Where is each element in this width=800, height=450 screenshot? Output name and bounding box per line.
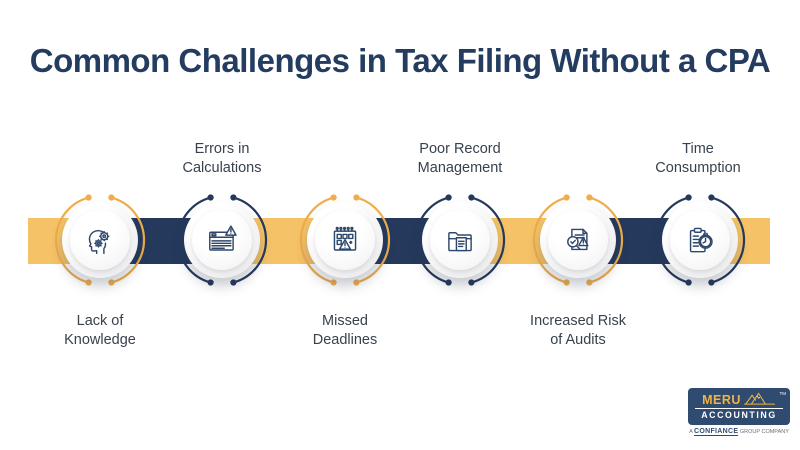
arc-ring (532, 194, 624, 286)
challenge-label-audits: Increased Risk of Audits (530, 313, 626, 349)
logo-box: TM MERU ACCOUNTING (688, 388, 790, 425)
challenge-label-records: Poor Record Management (417, 140, 503, 176)
challenge-node-records (414, 194, 506, 286)
logo-tagline: A CONFIANCE GROUP COMPANY (689, 428, 789, 436)
challenge-label-knowledge: Lack of Knowledge (64, 313, 136, 349)
challenge-label-time: Time Consumption (655, 140, 741, 176)
challenge-node-deadlines (299, 194, 391, 286)
audit-risk-icon (567, 228, 589, 251)
time-clock-icon (689, 227, 713, 253)
arc-ring (299, 194, 391, 286)
challenge-label-errors: Errors in Calculations (182, 140, 262, 176)
arc-ring (176, 194, 268, 286)
mountain-icon (744, 392, 775, 405)
brand-logo: TM MERU ACCOUNTING A CONFIANCE GROUP COM… (688, 388, 790, 436)
challenge-node-time (654, 194, 746, 286)
calculation-error-icon (209, 225, 237, 251)
challenge-node-errors (176, 194, 268, 286)
missed-deadline-icon (333, 226, 357, 251)
trademark-label: TM (779, 391, 787, 396)
tagline-brand: CONFIANCE (694, 428, 739, 436)
challenge-label-deadlines: Missed Deadlines (312, 313, 378, 349)
logo-divider (695, 408, 783, 409)
arc-ring (54, 194, 146, 286)
timeline-band (28, 218, 770, 264)
record-folder-icon (448, 232, 472, 252)
logo-sub-brand-text: ACCOUNTING (701, 410, 777, 420)
logo-brand-text: MERU (702, 392, 741, 407)
challenge-node-knowledge (54, 194, 146, 286)
arc-ring (414, 194, 506, 286)
arc-ring (654, 194, 746, 286)
knowledge-icon (88, 229, 110, 255)
page-title: Common Challenges in Tax Filing Without … (29, 42, 771, 79)
challenge-node-audits (532, 194, 624, 286)
